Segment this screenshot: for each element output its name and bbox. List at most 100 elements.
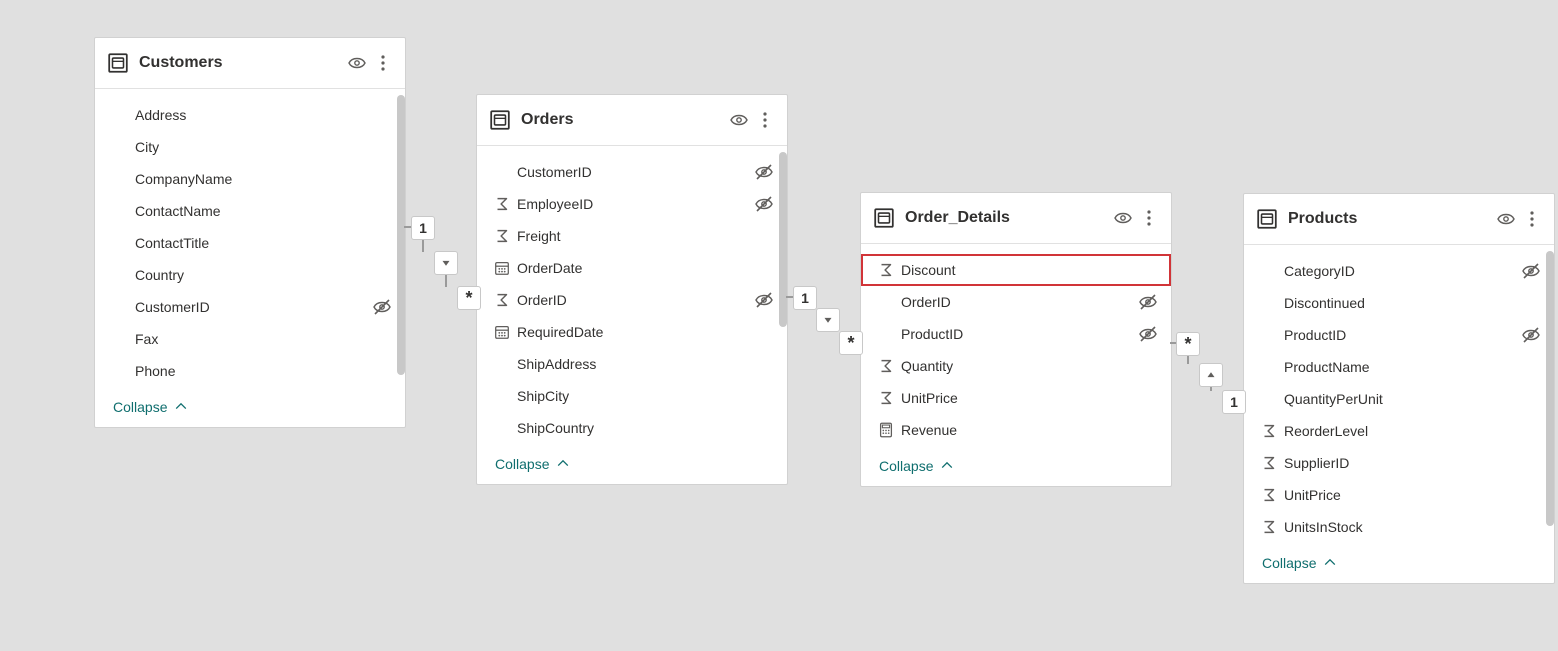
field-row[interactable]: UnitPrice — [861, 382, 1171, 414]
more-options-icon[interactable] — [1522, 209, 1542, 229]
field-name-label: SupplierID — [1284, 455, 1520, 471]
field-row[interactable]: ReorderLevel — [1244, 415, 1554, 447]
visibility-icon[interactable] — [729, 110, 749, 130]
calc-type-icon — [875, 421, 897, 439]
collapse-label: Collapse — [1262, 555, 1316, 571]
field-row[interactable]: ProductName — [1244, 351, 1554, 383]
scroll-thumb[interactable] — [779, 152, 787, 327]
table-icon — [107, 52, 129, 74]
field-name-label: UnitsInStock — [1284, 519, 1520, 535]
field-name-label: Revenue — [901, 422, 1137, 438]
chevron-up-icon — [939, 458, 955, 474]
field-name-label: CustomerID — [517, 164, 753, 180]
table-header[interactable]: Products — [1244, 194, 1554, 245]
field-row[interactable]: UnitPrice — [1244, 479, 1554, 511]
field-name-label: Quantity — [901, 358, 1137, 374]
field-name-label: OrderDate — [517, 260, 753, 276]
field-row[interactable]: Quantity — [861, 350, 1171, 382]
table-header[interactable]: Order_Details — [861, 193, 1171, 244]
field-row[interactable]: CustomerID — [95, 291, 405, 323]
table-products[interactable]: Products CategoryIDDiscontinued ProductID P… — [1243, 193, 1555, 584]
cardinality-many-badge: * — [457, 286, 481, 310]
field-row[interactable]: Address — [95, 99, 405, 131]
filter-direction-badge[interactable] — [816, 308, 840, 332]
collapse-row: Collapse — [477, 448, 787, 484]
field-row[interactable]: ProductID — [1244, 319, 1554, 351]
field-row[interactable]: ContactName — [95, 195, 405, 227]
hidden-icon — [1137, 324, 1159, 344]
field-name-label: ShipCity — [517, 388, 753, 404]
field-name-label: CustomerID — [135, 299, 371, 315]
field-row[interactable]: Freight — [477, 220, 787, 252]
visibility-icon[interactable] — [347, 53, 367, 73]
field-row[interactable]: Fax — [95, 323, 405, 355]
cardinality-one-badge: 1 — [793, 286, 817, 310]
field-row[interactable]: CategoryID — [1244, 255, 1554, 287]
field-name-label: Freight — [517, 228, 753, 244]
field-name-label: CompanyName — [135, 171, 371, 187]
collapse-button[interactable]: Collapse — [495, 456, 571, 472]
sigma-type-icon — [1258, 518, 1280, 536]
field-name-label: ContactTitle — [135, 235, 371, 251]
table-orders[interactable]: Orders CustomerID EmployeeID Freight OrderDa… — [476, 94, 788, 485]
field-row[interactable]: QuantityPerUnit — [1244, 383, 1554, 415]
scrollbar[interactable] — [397, 95, 405, 351]
collapse-button[interactable]: Collapse — [113, 399, 189, 415]
table-header[interactable]: Orders — [477, 95, 787, 146]
cardinality-one-badge: 1 — [1222, 390, 1246, 414]
table-customers[interactable]: Customers AddressCity CompanyName ContactNa… — [94, 37, 406, 428]
field-row[interactable]: ShipCountry — [477, 412, 787, 444]
scroll-thumb[interactable] — [397, 95, 405, 375]
scrollbar[interactable] — [1546, 251, 1554, 507]
more-options-icon[interactable] — [373, 53, 393, 73]
collapse-row: Collapse — [1244, 547, 1554, 583]
visibility-icon[interactable] — [1496, 209, 1516, 229]
sigma-type-icon — [1258, 422, 1280, 440]
field-row[interactable]: ShipCity — [477, 380, 787, 412]
more-options-icon[interactable] — [1139, 208, 1159, 228]
scrollbar[interactable] — [779, 152, 787, 408]
field-row[interactable]: CustomerID — [477, 156, 787, 188]
collapse-button[interactable]: Collapse — [879, 458, 955, 474]
field-row[interactable]: Discount — [861, 254, 1171, 286]
field-row[interactable]: Phone — [95, 355, 405, 387]
model-canvas[interactable]: Customers AddressCity CompanyName ContactNa… — [0, 0, 1558, 651]
field-row[interactable]: City — [95, 131, 405, 163]
field-row[interactable]: Discontinued — [1244, 287, 1554, 319]
field-row[interactable]: SupplierID — [1244, 447, 1554, 479]
sigma-type-icon — [491, 227, 513, 245]
field-row[interactable]: OrderDate — [477, 252, 787, 284]
more-options-icon[interactable] — [755, 110, 775, 130]
field-name-label: OrderID — [901, 294, 1137, 310]
field-row[interactable]: OrderID — [477, 284, 787, 316]
field-row[interactable]: EmployeeID — [477, 188, 787, 220]
field-row[interactable]: ContactTitle — [95, 227, 405, 259]
field-row[interactable]: UnitsInStock — [1244, 511, 1554, 543]
hidden-icon — [1137, 292, 1159, 312]
table-title: Orders — [521, 111, 723, 129]
field-row[interactable]: ShipAddress — [477, 348, 787, 380]
table-order_details[interactable]: Order_Details Discount OrderID ProductID Qua… — [860, 192, 1172, 487]
hidden-icon — [371, 297, 393, 317]
field-name-label: ProductID — [1284, 327, 1520, 343]
collapse-label: Collapse — [113, 399, 167, 415]
visibility-icon[interactable] — [1113, 208, 1133, 228]
table-icon — [489, 109, 511, 131]
field-row[interactable]: Country — [95, 259, 405, 291]
filter-direction-badge[interactable] — [1199, 363, 1223, 387]
field-row[interactable]: ProductID — [861, 318, 1171, 350]
hidden-icon — [753, 290, 775, 310]
field-row[interactable]: RequiredDate — [477, 316, 787, 348]
collapse-row: Collapse — [95, 391, 405, 427]
scroll-thumb[interactable] — [1546, 251, 1554, 526]
field-row[interactable]: CompanyName — [95, 163, 405, 195]
table-title: Order_Details — [905, 209, 1107, 227]
collapse-button[interactable]: Collapse — [1262, 555, 1338, 571]
sigma-type-icon — [875, 261, 897, 279]
table-header[interactable]: Customers — [95, 38, 405, 89]
filter-direction-badge[interactable] — [434, 251, 458, 275]
field-row[interactable]: OrderID — [861, 286, 1171, 318]
sigma-type-icon — [1258, 486, 1280, 504]
field-name-label: ShipCountry — [517, 420, 753, 436]
field-row[interactable]: Revenue — [861, 414, 1171, 446]
